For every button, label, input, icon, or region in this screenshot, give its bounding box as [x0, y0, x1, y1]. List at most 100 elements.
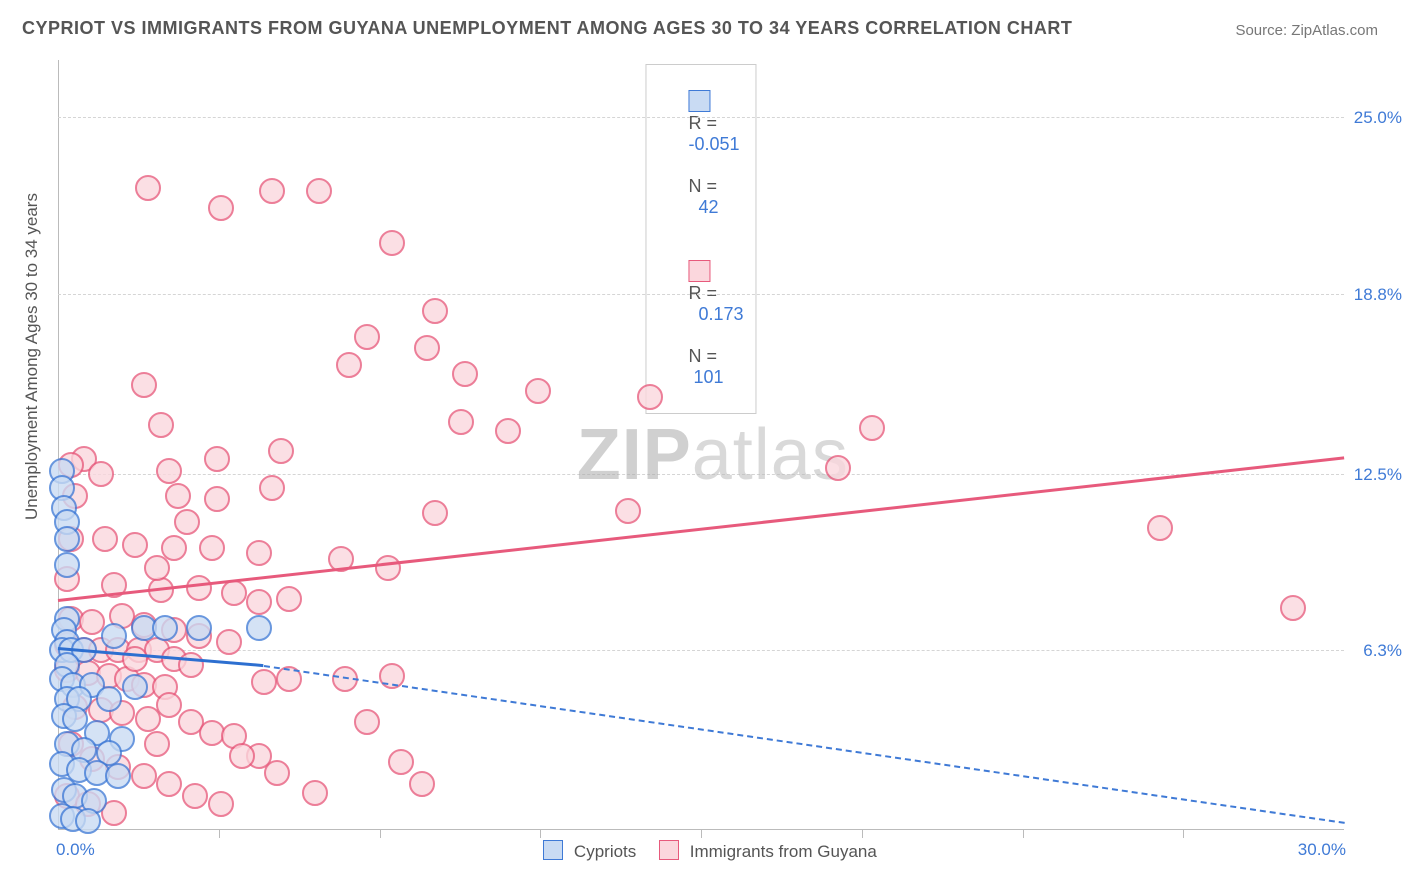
- stats-r-blue: -0.051: [688, 134, 739, 154]
- y-gridline: 6.3%: [58, 650, 1344, 651]
- scatter-point: [148, 412, 174, 438]
- y-gridline: 25.0%: [58, 117, 1344, 118]
- scatter-point: [825, 455, 851, 481]
- swatch-blue-icon: [543, 840, 563, 860]
- scatter-point: [174, 509, 200, 535]
- scatter-point: [259, 178, 285, 204]
- scatter-point: [259, 475, 285, 501]
- x-tick: [1023, 830, 1024, 838]
- scatter-point: [156, 458, 182, 484]
- scatter-chart: 0.0% 30.0% R = -0.051 N = 42 R = 0.173 N…: [58, 60, 1344, 860]
- y-tick-label: 25.0%: [1354, 108, 1402, 128]
- series-pink-label: Immigrants from Guyana: [690, 842, 877, 861]
- scatter-point: [251, 669, 277, 695]
- scatter-point: [615, 498, 641, 524]
- scatter-point: [1147, 515, 1173, 541]
- scatter-point: [144, 555, 170, 581]
- scatter-point: [422, 298, 448, 324]
- scatter-point: [204, 486, 230, 512]
- source-label: Source: ZipAtlas.com: [1235, 22, 1378, 39]
- scatter-point: [92, 526, 118, 552]
- series-legend: Cypriots Immigrants from Guyana: [58, 840, 1344, 862]
- scatter-point: [135, 175, 161, 201]
- scatter-point: [306, 178, 332, 204]
- y-tick-label: 12.5%: [1354, 465, 1402, 485]
- scatter-point: [859, 415, 885, 441]
- x-tick: [380, 830, 381, 838]
- scatter-point: [186, 615, 212, 641]
- scatter-point: [101, 623, 127, 649]
- series-blue-label: Cypriots: [574, 842, 636, 861]
- stats-r-pink: 0.173: [698, 304, 743, 324]
- scatter-point: [246, 589, 272, 615]
- scatter-point: [229, 743, 255, 769]
- scatter-point: [156, 692, 182, 718]
- stats-n-label: N =: [688, 346, 717, 366]
- scatter-point: [637, 384, 663, 410]
- y-gridline: 18.8%: [58, 294, 1344, 295]
- scatter-point: [144, 731, 170, 757]
- scatter-point: [131, 372, 157, 398]
- y-axis-label: Unemployment Among Ages 30 to 34 years: [22, 193, 42, 520]
- stats-n-blue: 42: [698, 197, 718, 217]
- scatter-point: [354, 324, 380, 350]
- x-tick: [701, 830, 702, 838]
- chart-title: CYPRIOT VS IMMIGRANTS FROM GUYANA UNEMPL…: [22, 18, 1072, 39]
- scatter-point: [276, 586, 302, 612]
- y-tick-label: 18.8%: [1354, 285, 1402, 305]
- scatter-point: [448, 409, 474, 435]
- watermark: ZIPatlas: [577, 414, 849, 496]
- scatter-point: [96, 686, 122, 712]
- scatter-point: [156, 771, 182, 797]
- scatter-point: [152, 615, 178, 641]
- scatter-point: [264, 760, 290, 786]
- scatter-point: [354, 709, 380, 735]
- scatter-point: [414, 335, 440, 361]
- x-tick: [862, 830, 863, 838]
- swatch-blue-icon: [688, 90, 710, 112]
- scatter-point: [409, 771, 435, 797]
- stats-n-label: N =: [688, 176, 717, 196]
- x-tick: [1183, 830, 1184, 838]
- scatter-point: [182, 783, 208, 809]
- scatter-point: [379, 230, 405, 256]
- scatter-point: [122, 674, 148, 700]
- swatch-pink-icon: [659, 840, 679, 860]
- scatter-point: [216, 629, 242, 655]
- scatter-point: [268, 438, 294, 464]
- scatter-point: [388, 749, 414, 775]
- scatter-point: [122, 646, 148, 672]
- x-tick: [219, 830, 220, 838]
- scatter-point: [165, 483, 191, 509]
- scatter-point: [208, 195, 234, 221]
- scatter-point: [246, 615, 272, 641]
- stats-row-pink: R = 0.173 N = 101: [658, 239, 743, 409]
- scatter-point: [88, 461, 114, 487]
- scatter-point: [525, 378, 551, 404]
- scatter-point: [495, 418, 521, 444]
- scatter-point: [246, 540, 272, 566]
- scatter-point: [375, 555, 401, 581]
- swatch-pink-icon: [688, 260, 710, 282]
- scatter-point: [199, 535, 225, 561]
- scatter-point: [54, 526, 80, 552]
- scatter-point: [178, 652, 204, 678]
- scatter-point: [302, 780, 328, 806]
- scatter-point: [452, 361, 478, 387]
- scatter-point: [122, 532, 148, 558]
- scatter-point: [422, 500, 448, 526]
- scatter-point: [105, 763, 131, 789]
- x-tick: [540, 830, 541, 838]
- y-tick-label: 6.3%: [1363, 641, 1402, 661]
- scatter-point: [208, 791, 234, 817]
- stats-r-label: R =: [688, 113, 717, 133]
- scatter-point: [1280, 595, 1306, 621]
- scatter-point: [221, 580, 247, 606]
- scatter-point: [131, 763, 157, 789]
- stats-n-pink: 101: [693, 367, 723, 387]
- scatter-point: [204, 446, 230, 472]
- trend-line: [264, 665, 1345, 824]
- stats-row-blue: R = -0.051 N = 42: [658, 69, 743, 239]
- scatter-point: [186, 575, 212, 601]
- scatter-point: [54, 552, 80, 578]
